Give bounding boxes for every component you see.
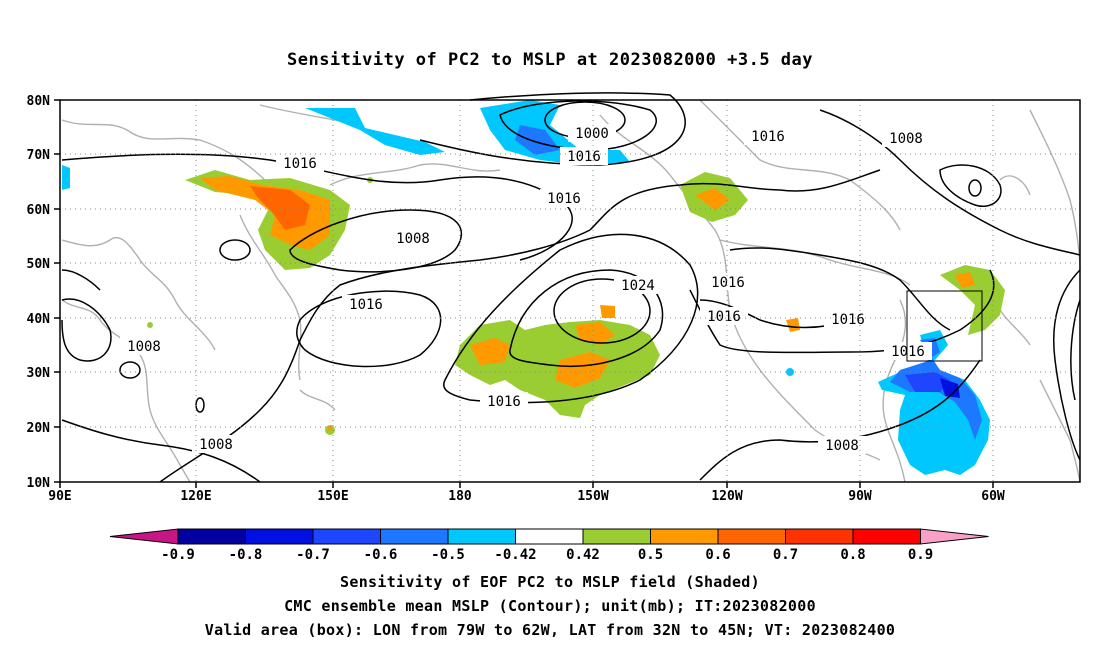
lat-label: 60N (27, 203, 51, 218)
colorbar-cell (245, 528, 314, 545)
map-title: Sensitivity of PC2 to MSLP at 2023082000… (286, 50, 813, 70)
lon-label: 150E (317, 489, 348, 504)
contour-label: 1016 (824, 310, 872, 328)
svg-text:1008: 1008 (889, 131, 923, 147)
contour-label: 1016 (540, 189, 588, 207)
contour-label: 1008 (389, 229, 437, 247)
svg-text:1016: 1016 (283, 156, 317, 172)
lon-label: 120E (180, 489, 211, 504)
svg-text:1016: 1016 (831, 312, 865, 328)
lat-label: 70N (27, 148, 51, 163)
svg-text:1016: 1016 (707, 309, 741, 325)
colorbar-label: 0.7 (773, 547, 798, 563)
negative-sensitivity-shading (62, 100, 990, 475)
lat-label: 20N (27, 421, 51, 436)
contour-label: 1016 (884, 342, 932, 360)
svg-text:1016: 1016 (349, 297, 383, 313)
contour-label: 1000 (568, 124, 616, 142)
contour-label: 1024 (614, 276, 662, 294)
colorbar-label: 0.9 (908, 547, 933, 563)
svg-text:1016: 1016 (891, 344, 925, 360)
lon-label: 60W (981, 489, 1005, 504)
colorbar-label: 0.42 (566, 547, 600, 563)
contour-label: 1008 (882, 129, 930, 147)
colorbar-cell (650, 528, 719, 545)
svg-text:1016: 1016 (711, 275, 745, 291)
contour-labels: 1000 1016 1016 1008 1016 1016 1008 1016 … (120, 124, 932, 454)
svg-text:1016: 1016 (487, 394, 521, 410)
svg-text:1016: 1016 (567, 149, 601, 165)
lon-label: 180 (448, 489, 472, 504)
colorbar-cell (380, 528, 449, 545)
footer-line-2: CMC ensemble mean MSLP (Contour); unit(m… (284, 597, 816, 615)
contour-label: 1008 (120, 337, 168, 355)
colorbar-label: -0.42 (494, 547, 536, 563)
colorbar-label: -0.8 (229, 547, 263, 563)
colorbar-label: 0.6 (705, 547, 730, 563)
colorbar-cell (447, 528, 516, 545)
colorbar-label: -0.9 (161, 547, 195, 563)
lat-label: 80N (27, 94, 51, 109)
colorbar-high-triangle (920, 528, 989, 545)
svg-text:1008: 1008 (825, 438, 859, 454)
svg-text:1016: 1016 (547, 191, 581, 207)
tick-marks (54, 99, 994, 488)
lon-labels: 90E 120E 150E 180 150W 120W 90W 60W (48, 489, 1005, 504)
colorbar-cell (582, 528, 651, 545)
lat-label: 30N (27, 366, 51, 381)
svg-text:1008: 1008 (127, 339, 161, 355)
svg-text:1008: 1008 (199, 437, 233, 453)
colorbar-cell (852, 528, 921, 545)
colorbar-cell (717, 528, 786, 545)
colorbar: -0.9 -0.8 -0.7 -0.6 -0.5 -0.42 0.42 0.5 0.6 0.7 0.… (109, 528, 989, 563)
colorbar-label: 0.5 (638, 547, 663, 563)
colorbar-label: -0.6 (364, 547, 398, 563)
footer-line-3: Valid area (box): LON from 79W to 62W, L… (204, 621, 896, 639)
contour-label: 1016 (560, 147, 608, 165)
contour-label: 1016 (276, 154, 324, 172)
colorbar-cell (785, 528, 854, 545)
svg-text:1016: 1016 (751, 129, 785, 145)
lon-label: 90W (848, 489, 872, 504)
colorbar-cell (312, 528, 381, 545)
lat-label: 50N (27, 257, 51, 272)
map-frame (59, 99, 1081, 483)
lon-label: 90E (48, 489, 71, 504)
colorbar-cell (515, 528, 584, 545)
colorbar-label: -0.5 (431, 547, 465, 563)
svg-text:1008: 1008 (396, 231, 430, 247)
svg-text:1000: 1000 (575, 126, 609, 142)
colorbar-low-triangle (109, 528, 179, 545)
contour-label: 1016 (744, 127, 792, 145)
svg-text:1024: 1024 (621, 278, 655, 294)
colorbar-cell (177, 528, 246, 545)
colorbar-label: 0.8 (840, 547, 865, 563)
contour-label: 1016 (704, 273, 752, 291)
lat-label: 10N (27, 476, 51, 491)
contour-label: 1016 (480, 392, 528, 410)
lat-label: 40N (27, 312, 51, 327)
gridlines (60, 100, 1080, 482)
lat-labels: 80N 70N 60N 50N 40N 30N 20N 10N (27, 94, 51, 491)
footer-line-1: Sensitivity of EOF PC2 to MSLP field (Sh… (340, 573, 760, 591)
contour-label: 1016 (342, 295, 390, 313)
contour-label: 1008 (818, 436, 866, 454)
positive-sensitivity-shading (147, 170, 1005, 435)
valid-area-box (906, 290, 983, 362)
contour-label: 1016 (700, 307, 748, 325)
lon-label: 150W (577, 489, 608, 504)
colorbar-label: -0.7 (296, 547, 330, 563)
contour-label: 1008 (192, 435, 240, 453)
lon-label: 120W (711, 489, 742, 504)
